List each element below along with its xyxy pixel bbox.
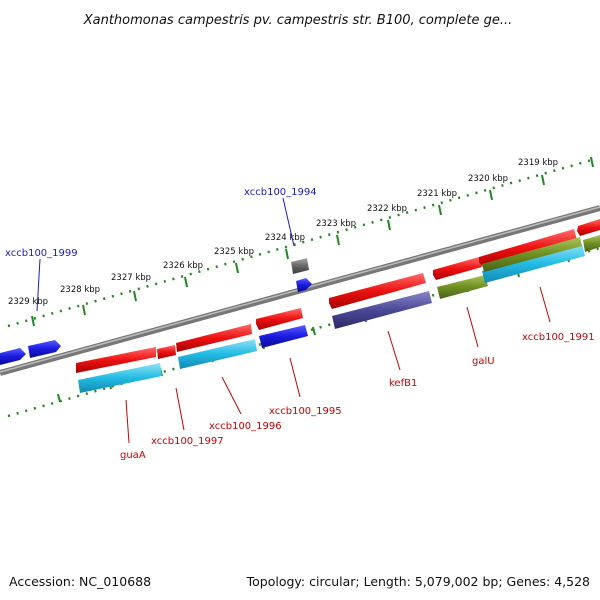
cds-xccb100-1991[interactable] xyxy=(482,244,585,283)
label-xccb100-1999[interactable]: xccb100_1999 xyxy=(5,248,78,259)
gene-xccb100-1995-forward[interactable] xyxy=(256,308,303,330)
scale-label-2326: 2326 kbp xyxy=(163,261,203,271)
label-xccb100-1994[interactable]: xccb100_1994 xyxy=(244,187,317,198)
gene-left-edge[interactable] xyxy=(0,348,26,365)
cds-olive-overlap[interactable] xyxy=(482,237,582,272)
cds-galU[interactable] xyxy=(437,275,488,299)
scale-label-2328: 2328 kbp xyxy=(60,285,100,295)
gene-xccb100-1995[interactable] xyxy=(259,325,308,348)
gene-xccb100-1994[interactable] xyxy=(296,278,312,292)
label-xccb100-1991[interactable]: xccb100_1991 xyxy=(522,332,595,343)
scale-labels: 2319 kbp 2320 kbp 2321 kbp 2322 kbp 2323… xyxy=(8,158,558,307)
reverse-genes xyxy=(0,278,312,365)
label-leaders xyxy=(36,197,551,444)
label-guaA[interactable]: guaA xyxy=(120,450,146,461)
gene-edge-forward[interactable] xyxy=(577,219,600,236)
map-title: Xanthomonas campestris pv. campestris st… xyxy=(83,13,513,28)
forward-genes xyxy=(76,219,600,373)
cds-features xyxy=(78,235,600,393)
gene-xccb100-1999[interactable] xyxy=(28,340,61,358)
scale-label-2325: 2325 kbp xyxy=(214,247,254,257)
label-xccb100-1997[interactable]: xccb100_1997 xyxy=(151,436,224,447)
gene-xccb100-1996-forward[interactable] xyxy=(176,324,252,352)
gene-galU-forward[interactable] xyxy=(433,257,482,280)
scale-label-2327: 2327 kbp xyxy=(111,273,151,283)
gene-kefB1-forward[interactable] xyxy=(329,273,426,309)
scale-label-2320: 2320 kbp xyxy=(468,174,508,184)
scale-label-2322: 2322 kbp xyxy=(367,204,407,214)
gene-labels: xccb100_1994 xccb100_1999 xccb100_1991 g… xyxy=(5,187,595,461)
scale-label-2321: 2321 kbp xyxy=(417,189,457,199)
gene-forward-small[interactable] xyxy=(157,345,176,359)
cds-guaA[interactable] xyxy=(78,363,162,393)
scale-label-2323: 2323 kbp xyxy=(316,219,356,229)
label-kefB1[interactable]: kefB1 xyxy=(389,378,417,389)
cds-kefB1[interactable] xyxy=(332,291,432,329)
topology-text: Topology: circular; Length: 5,079,002 bp… xyxy=(246,574,590,589)
gene-guaA-forward[interactable] xyxy=(76,347,156,373)
outer-scale-track xyxy=(7,158,593,328)
feature-rna-gray[interactable] xyxy=(291,258,309,274)
label-galU[interactable]: galU xyxy=(472,356,495,367)
gene-xccb100-1991-forward[interactable] xyxy=(479,229,577,267)
label-xccb100-1996[interactable]: xccb100_1996 xyxy=(209,421,282,432)
scale-label-2329: 2329 kbp xyxy=(8,297,48,307)
label-xccb100-1995[interactable]: xccb100_1995 xyxy=(269,406,342,417)
outer-major-ticks xyxy=(31,156,594,327)
scale-label-2319: 2319 kbp xyxy=(518,158,558,168)
cds-xccb100-1996[interactable] xyxy=(178,339,257,369)
cds-edge-olive[interactable] xyxy=(583,235,600,252)
accession-text: Accession: NC_010688 xyxy=(9,574,151,589)
scale-label-2324: 2324 kbp xyxy=(265,233,305,243)
